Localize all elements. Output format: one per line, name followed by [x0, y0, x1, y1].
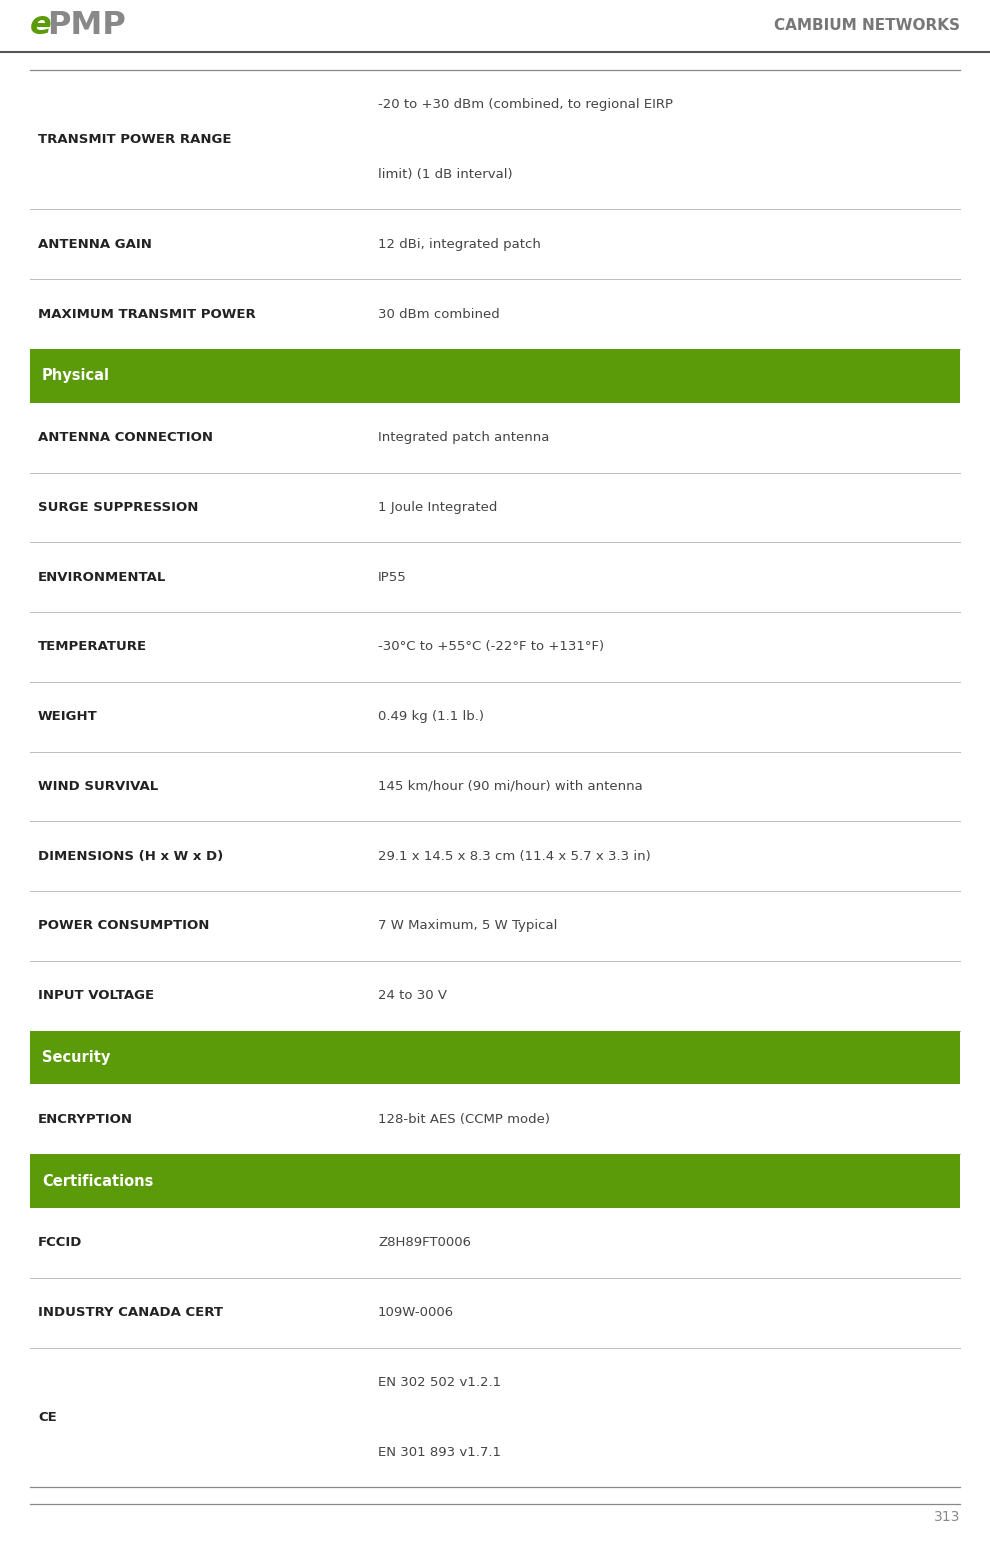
Text: WIND SURVIVAL: WIND SURVIVAL — [38, 780, 158, 793]
Text: 1 Joule Integrated: 1 Joule Integrated — [378, 501, 497, 513]
Text: 12 dBi, integrated patch: 12 dBi, integrated patch — [378, 237, 541, 251]
Text: limit) (1 dB interval): limit) (1 dB interval) — [378, 168, 513, 180]
Text: 30 dBm combined: 30 dBm combined — [378, 307, 500, 321]
Text: INDUSTRY CANADA CERT: INDUSTRY CANADA CERT — [38, 1306, 223, 1318]
Text: TRANSMIT POWER RANGE: TRANSMIT POWER RANGE — [38, 133, 232, 146]
Text: POWER CONSUMPTION: POWER CONSUMPTION — [38, 919, 209, 933]
Bar — [30, 348, 960, 402]
Text: 29.1 x 14.5 x 8.3 cm (11.4 x 5.7 x 3.3 in): 29.1 x 14.5 x 8.3 cm (11.4 x 5.7 x 3.3 i… — [378, 850, 650, 862]
Text: 145 km/hour (90 mi/hour) with antenna: 145 km/hour (90 mi/hour) with antenna — [378, 780, 643, 793]
Bar — [30, 1153, 960, 1207]
Text: 0.49 kg (1.1 lb.): 0.49 kg (1.1 lb.) — [378, 711, 484, 723]
Text: -30°C to +55°C (-22°F to +131°F): -30°C to +55°C (-22°F to +131°F) — [378, 640, 604, 654]
Text: Z8H89FT0006: Z8H89FT0006 — [378, 1237, 471, 1249]
Text: Integrated patch antenna: Integrated patch antenna — [378, 432, 549, 444]
Text: EN 302 502 v1.2.1: EN 302 502 v1.2.1 — [378, 1375, 501, 1389]
Text: 313: 313 — [934, 1510, 960, 1523]
Text: TEMPERATURE: TEMPERATURE — [38, 640, 148, 654]
Text: CAMBIUM NETWORKS: CAMBIUM NETWORKS — [774, 19, 960, 34]
Bar — [30, 1030, 960, 1084]
Text: EN 301 893 v1.7.1: EN 301 893 v1.7.1 — [378, 1446, 501, 1459]
Text: SURGE SUPPRESSION: SURGE SUPPRESSION — [38, 501, 198, 513]
Text: Physical: Physical — [42, 369, 110, 384]
Text: WEIGHT: WEIGHT — [38, 711, 98, 723]
Text: 109W-0006: 109W-0006 — [378, 1306, 454, 1318]
Text: CE: CE — [38, 1411, 56, 1423]
Text: 24 to 30 V: 24 to 30 V — [378, 988, 447, 1002]
Text: 7 W Maximum, 5 W Typical: 7 W Maximum, 5 W Typical — [378, 919, 557, 933]
Text: INPUT VOLTAGE: INPUT VOLTAGE — [38, 988, 154, 1002]
Text: Security: Security — [42, 1050, 110, 1066]
Text: ENVIRONMENTAL: ENVIRONMENTAL — [38, 571, 166, 584]
Text: ANTENNA GAIN: ANTENNA GAIN — [38, 237, 151, 251]
Text: -20 to +30 dBm (combined, to regional EIRP: -20 to +30 dBm (combined, to regional EI… — [378, 99, 673, 111]
Text: ANTENNA CONNECTION: ANTENNA CONNECTION — [38, 432, 213, 444]
Text: e: e — [30, 11, 51, 42]
Text: MAXIMUM TRANSMIT POWER: MAXIMUM TRANSMIT POWER — [38, 307, 255, 321]
Text: IP55: IP55 — [378, 571, 407, 584]
Text: DIMENSIONS (H x W x D): DIMENSIONS (H x W x D) — [38, 850, 224, 862]
Text: Certifications: Certifications — [42, 1173, 153, 1189]
Text: FCCID: FCCID — [38, 1237, 82, 1249]
Text: ENCRYPTION: ENCRYPTION — [38, 1113, 133, 1126]
Text: 128-bit AES (CCMP mode): 128-bit AES (CCMP mode) — [378, 1113, 550, 1126]
Text: PMP: PMP — [47, 11, 126, 42]
